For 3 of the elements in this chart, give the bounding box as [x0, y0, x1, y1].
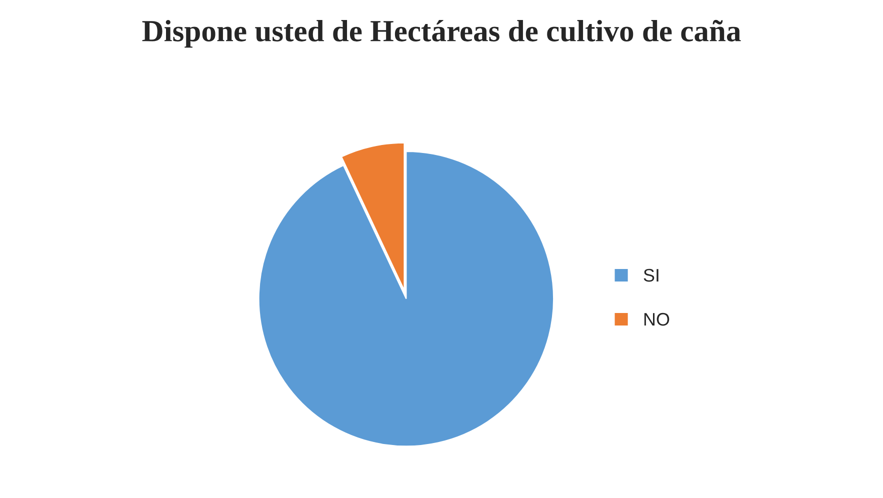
legend-label: NO [644, 312, 670, 326]
legend-label: SI [644, 268, 658, 282]
chart-title: Dispone usted de Hectáreas de cultivo de caña [142, 20, 741, 48]
